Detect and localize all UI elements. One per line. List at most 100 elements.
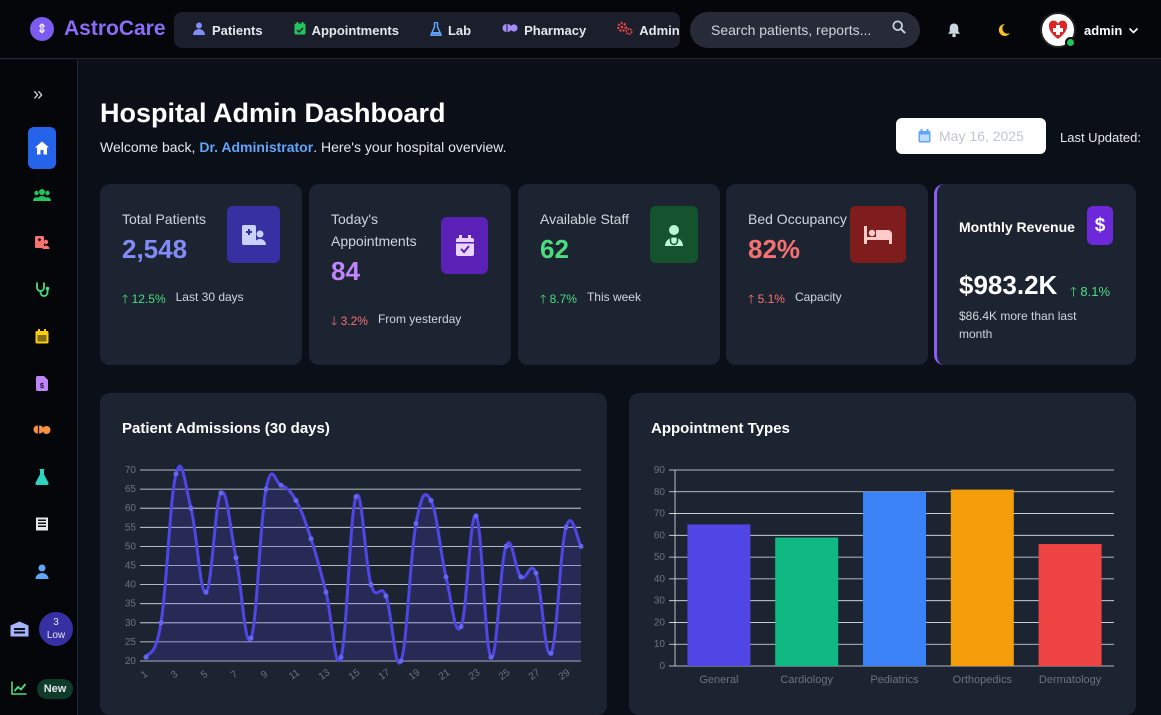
date-picker[interactable]: May 16, 2025 bbox=[896, 118, 1046, 154]
x-tick-label: 11 bbox=[287, 667, 302, 682]
admissions-point[interactable] bbox=[203, 589, 209, 595]
chart-line-icon[interactable] bbox=[11, 681, 27, 695]
y-tick-label: 30 bbox=[654, 596, 666, 607]
arrow-up-icon: 🡑 bbox=[1070, 284, 1077, 299]
stat-card-revenue: Monthly Revenue $ $983.2K 🡑 8.1% $86.4K … bbox=[934, 184, 1136, 365]
bell-icon[interactable] bbox=[946, 22, 962, 38]
expand-sidebar-icon[interactable]: » bbox=[33, 84, 44, 104]
warehouse-icon[interactable] bbox=[10, 621, 29, 637]
sidebar-item-doctors[interactable] bbox=[28, 268, 56, 310]
bar-orthopedics[interactable] bbox=[950, 489, 1014, 666]
calendar-check-icon bbox=[441, 217, 488, 274]
admissions-point[interactable] bbox=[278, 482, 284, 488]
admissions-point[interactable] bbox=[398, 658, 404, 664]
y-tick-label: 40 bbox=[125, 580, 137, 591]
y-tick-label: 80 bbox=[654, 487, 666, 498]
y-tick-label: 65 bbox=[125, 484, 137, 495]
search-input[interactable] bbox=[711, 22, 881, 38]
nav-item-lab[interactable]: Lab bbox=[430, 21, 471, 39]
x-tick-label: 7 bbox=[229, 669, 240, 681]
admissions-point[interactable] bbox=[383, 593, 389, 599]
admissions-point[interactable] bbox=[323, 589, 329, 595]
bar-cardiology[interactable] bbox=[775, 537, 839, 666]
inventory-badge[interactable]: 3 Low bbox=[39, 612, 73, 646]
admissions-point[interactable] bbox=[458, 624, 464, 630]
bar-general[interactable] bbox=[687, 524, 751, 666]
search-box bbox=[690, 12, 920, 48]
y-tick-label: 20 bbox=[654, 617, 666, 628]
admissions-point[interactable] bbox=[338, 654, 344, 660]
x-tick-label: 21 bbox=[437, 667, 453, 683]
y-tick-label: 90 bbox=[654, 465, 666, 476]
users-icon bbox=[33, 189, 51, 201]
stat-card-staff: Available Staff 62 🡑 8.7% This week bbox=[518, 184, 720, 365]
user-menu[interactable]: admin bbox=[1084, 23, 1139, 38]
page-title: Hospital Admin Dashboard bbox=[100, 98, 446, 128]
admissions-point[interactable] bbox=[173, 471, 179, 477]
admissions-point[interactable] bbox=[443, 574, 449, 580]
sidebar-item-calendar[interactable] bbox=[28, 315, 56, 357]
bar-pediatrics[interactable] bbox=[863, 491, 926, 666]
admissions-point[interactable] bbox=[368, 582, 374, 588]
app-logo[interactable]: ⇕ AstroCare bbox=[30, 17, 166, 41]
stat-value: 62 bbox=[540, 234, 569, 264]
sidebar-item-profile[interactable] bbox=[28, 550, 56, 592]
admissions-area bbox=[146, 466, 581, 664]
admissions-point[interactable] bbox=[233, 555, 239, 561]
admissions-title: Patient Admissions (30 days) bbox=[122, 420, 330, 437]
stat-card-total-patients: Total Patients 2,548 🡑 12.5% Last 30 days bbox=[100, 184, 302, 365]
welcome-user: Dr. Administrator bbox=[199, 139, 314, 155]
admissions-point[interactable] bbox=[578, 543, 584, 549]
last-updated-label: Last Updated: bbox=[1060, 130, 1141, 145]
calendar-check-icon bbox=[294, 22, 306, 38]
stat-card-bed-occupancy: Bed Occupancy 82% 🡑 5.1% Capacity bbox=[726, 184, 928, 365]
nav-item-admin[interactable]: Admin bbox=[617, 22, 680, 38]
avatar[interactable] bbox=[1040, 12, 1076, 48]
nav-item-label: Appointments bbox=[311, 22, 399, 38]
sidebar-item-patients[interactable] bbox=[28, 174, 56, 216]
sidebar-item-records[interactable] bbox=[28, 221, 56, 263]
admissions-point[interactable] bbox=[503, 543, 509, 549]
admissions-point[interactable] bbox=[158, 620, 164, 626]
sidebar-item-pharmacy[interactable] bbox=[28, 409, 56, 451]
admissions-point[interactable] bbox=[518, 574, 524, 580]
sidebar-item-reports[interactable] bbox=[28, 503, 56, 545]
admissions-point[interactable] bbox=[563, 524, 569, 530]
nav-item-appointments[interactable]: Appointments bbox=[294, 22, 399, 38]
nav-item-pharmacy[interactable]: Pharmacy bbox=[502, 23, 586, 38]
admissions-point[interactable] bbox=[188, 505, 194, 511]
admissions-point[interactable] bbox=[293, 498, 299, 504]
sidebar-item-invoices[interactable]: $ bbox=[28, 362, 56, 404]
nav-item-patients[interactable]: Patients bbox=[192, 22, 263, 38]
admissions-point[interactable] bbox=[548, 650, 554, 656]
stat-change: 🡑 8.7% This week bbox=[540, 290, 641, 306]
admissions-point[interactable] bbox=[263, 486, 269, 492]
admissions-point[interactable] bbox=[353, 494, 359, 500]
cogs-icon bbox=[617, 22, 633, 38]
admissions-point[interactable] bbox=[473, 513, 479, 519]
admissions-point[interactable] bbox=[533, 570, 539, 576]
admissions-point[interactable] bbox=[143, 654, 149, 660]
x-tick-label: 25 bbox=[497, 667, 513, 683]
inventory-badge-count: 3 bbox=[53, 617, 59, 628]
admissions-point[interactable] bbox=[308, 536, 314, 542]
top-bar: ⇕ AstroCare Patients Appointments Lab Pharm… bbox=[0, 0, 1161, 59]
bar-dermatology[interactable] bbox=[1038, 544, 1102, 666]
sidebar-item-lab[interactable] bbox=[28, 456, 56, 498]
sidebar-item-home[interactable] bbox=[28, 127, 56, 169]
admissions-point[interactable] bbox=[248, 635, 254, 641]
admissions-point[interactable] bbox=[488, 654, 494, 660]
stat-change: 🡑 5.1% Capacity bbox=[748, 290, 842, 306]
admissions-point[interactable] bbox=[428, 498, 434, 504]
x-tick-label: 9 bbox=[259, 669, 270, 681]
admissions-point[interactable] bbox=[413, 520, 419, 526]
building-icon bbox=[36, 517, 48, 531]
admissions-point[interactable] bbox=[218, 490, 224, 496]
revenue-note: $86.4K more than last month bbox=[959, 309, 1077, 341]
moon-icon[interactable] bbox=[996, 22, 1012, 38]
arrow-up-icon: 🡑 bbox=[540, 292, 547, 306]
app-name: AstroCare bbox=[64, 17, 166, 40]
search-icon[interactable] bbox=[892, 20, 906, 34]
stat-label: Today's Appointments bbox=[331, 211, 417, 249]
x-tick-label: 1 bbox=[139, 669, 150, 681]
